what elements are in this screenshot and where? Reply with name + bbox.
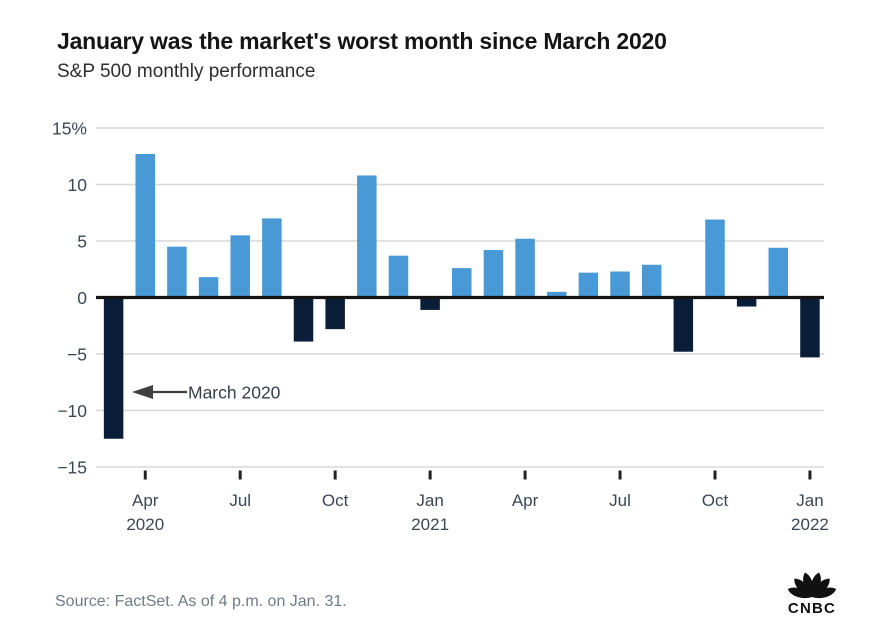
- bar: [641, 264, 662, 298]
- peacock-feather-icon: [787, 587, 812, 599]
- x-tick-label: Apr: [132, 491, 159, 510]
- y-tick-label: 15%: [52, 119, 87, 139]
- chart-title: January was the market's worst month sin…: [57, 28, 667, 54]
- bar: [103, 297, 124, 439]
- y-tick-label: 5: [77, 232, 87, 252]
- x-tick-label: Jul: [229, 491, 251, 510]
- bar: [483, 250, 504, 298]
- cnbc-logo-text: CNBC: [788, 600, 836, 617]
- peacock-feather-icon: [810, 572, 821, 597]
- annotation-arrowhead-icon: [132, 385, 153, 399]
- source-note: Source: FactSet. As of 4 p.m. on Jan. 31…: [55, 593, 347, 610]
- y-tick-label: −5: [67, 345, 87, 365]
- bar: [800, 297, 820, 358]
- cnbc-logo: CNBC: [787, 572, 837, 617]
- x-tick-label: Jan: [796, 491, 823, 510]
- x-tick-label: Oct: [702, 491, 729, 510]
- y-tick-label: −15: [57, 458, 87, 478]
- x-tick-year-label: 2022: [791, 515, 829, 534]
- bar: [388, 255, 409, 298]
- bar: [673, 297, 694, 352]
- bar: [198, 277, 219, 298]
- bar: [293, 297, 314, 342]
- x-tick-year-label: 2021: [411, 515, 449, 534]
- x-tick-label: Jul: [609, 491, 631, 510]
- x-tick-label: Apr: [512, 491, 539, 510]
- x-tick-label: Jan: [416, 491, 443, 510]
- peacock-feather-icon: [812, 578, 830, 597]
- bar: [230, 235, 250, 298]
- bar: [736, 297, 757, 307]
- peacock-feather-icon: [794, 578, 812, 597]
- bar: [325, 297, 345, 330]
- x-tick-label: Oct: [322, 491, 349, 510]
- bar: [357, 175, 377, 298]
- bar: [578, 272, 599, 298]
- bar: [262, 218, 282, 298]
- x-tick-year-label: 2020: [126, 515, 164, 534]
- bar: [515, 238, 535, 298]
- cnbc-peacock-icon: [787, 572, 837, 599]
- bar: [768, 247, 789, 298]
- y-tick-label: 0: [77, 288, 87, 308]
- bar: [167, 246, 187, 298]
- bar: [135, 153, 156, 298]
- bar: [705, 219, 725, 298]
- y-tick-label: 10: [68, 175, 88, 195]
- chart-subtitle: S&P 500 monthly performance: [57, 61, 316, 82]
- bar: [452, 268, 472, 298]
- bar: [420, 297, 440, 310]
- bar: [546, 291, 567, 298]
- y-tick-label: −10: [57, 401, 87, 421]
- annotation-text: March 2020: [188, 383, 281, 403]
- peacock-feather-icon: [812, 587, 837, 599]
- bar: [610, 271, 630, 298]
